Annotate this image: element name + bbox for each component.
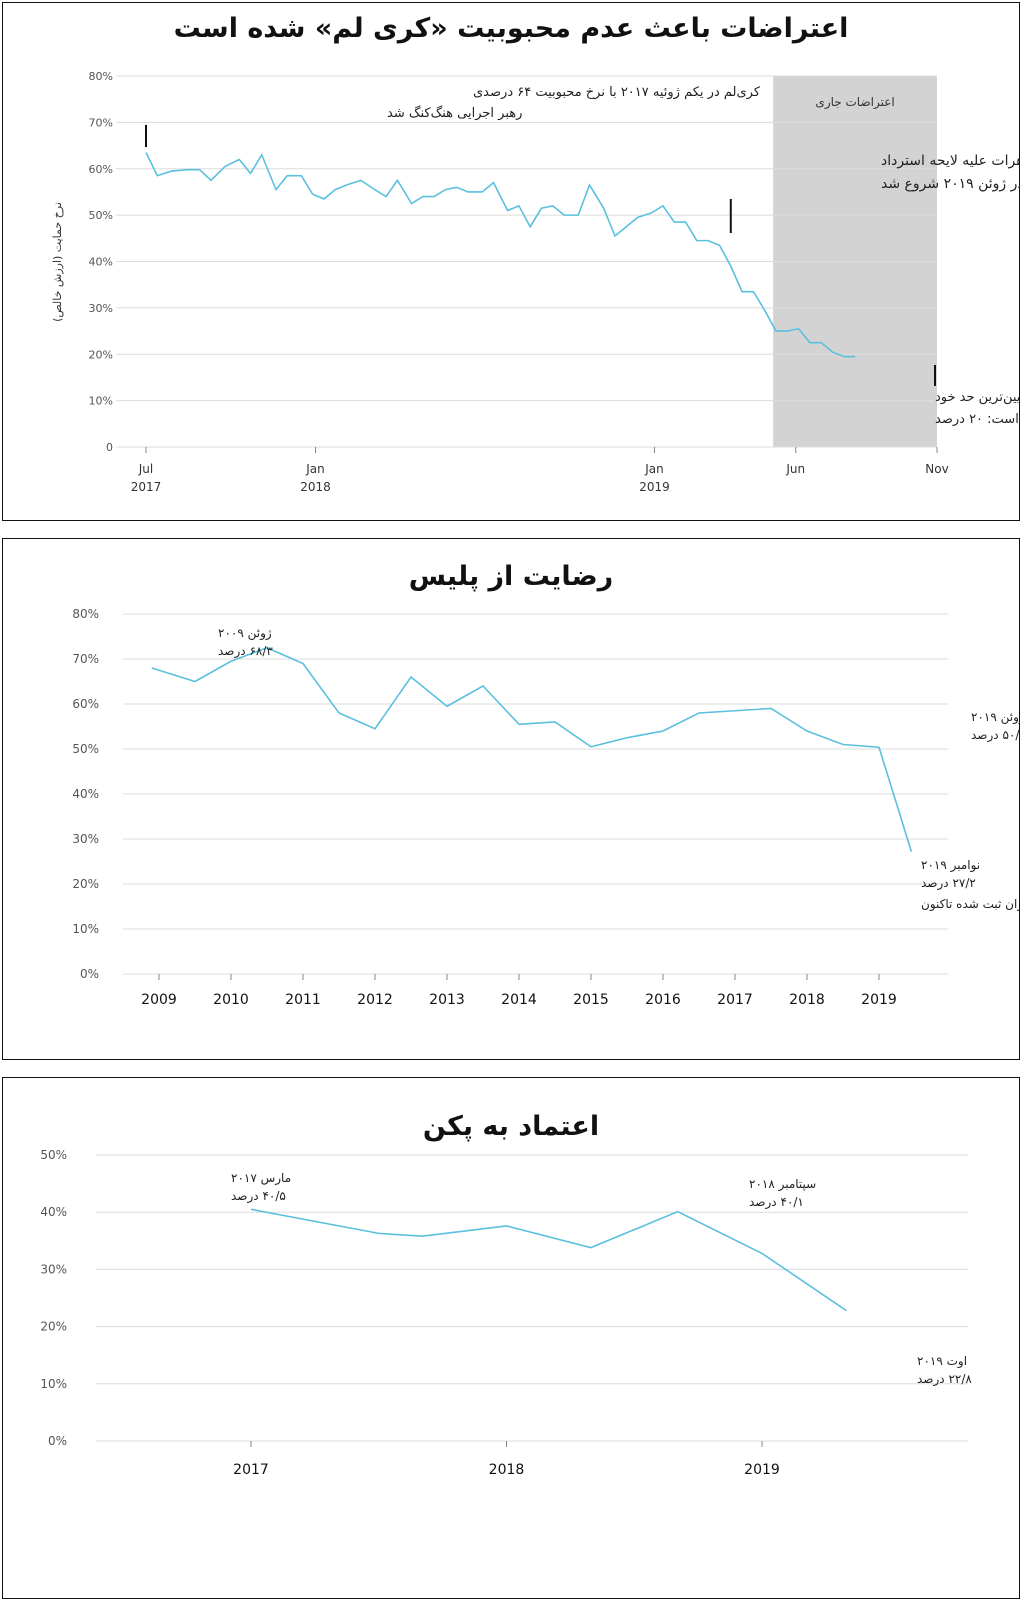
y-axis-label: نرخ حمایت (ارزش خالص) bbox=[51, 202, 64, 322]
y-tick-label: 60% bbox=[72, 697, 99, 711]
approval-chart-panel: اعتراضات باعث عدم محبوبیت «کری لم» شده ا… bbox=[2, 2, 1020, 521]
annotation-text: سپتامبر ۲۰۱۸ bbox=[749, 1177, 816, 1192]
y-tick-label: 40% bbox=[40, 1205, 67, 1219]
chart-title: اعتراضات باعث عدم محبوبیت «کری لم» شده ا… bbox=[173, 13, 849, 44]
y-tick-label: 20% bbox=[72, 877, 99, 891]
x-tick-label: 2016 bbox=[645, 992, 681, 1008]
series-line bbox=[250, 1208, 847, 1312]
annotation-text: ۶۸/۳ درصد bbox=[218, 644, 273, 659]
y-tick-label: 30% bbox=[72, 832, 99, 846]
x-tick-label: 2013 bbox=[429, 992, 465, 1008]
x-tick-label: 2019 bbox=[744, 1462, 780, 1478]
y-tick-label: 30% bbox=[89, 302, 113, 315]
y-tick-label: 50% bbox=[89, 209, 113, 222]
annotation-text: ژوئن ۲۰۱۹ bbox=[971, 710, 1020, 725]
annotation-text: در ژوئن ۲۰۱۹ شروع شد bbox=[881, 176, 1020, 192]
annotation-text: ۵۰/۴ درصد bbox=[971, 728, 1020, 743]
approval-chart: اعتراضات جاری 0 10% 20% 30% 40% 50% 60% 70% 80% نر… bbox=[51, 70, 1020, 494]
series-line bbox=[145, 152, 856, 358]
annotation-text: ۴۰/۵ درصد bbox=[231, 1189, 286, 1204]
annotation-text: در میان تمام رهبران اجرایی رسیده است: ۲۰… bbox=[935, 412, 1020, 427]
x-tick-label: Jun bbox=[785, 462, 805, 476]
chart-title: رضایت از پلیس bbox=[408, 561, 614, 592]
trust-beijing-chart: 0% 10% 20% 30% 40% 50% 2017 2018 2019 مارس ۲۰۱۷ ۴۰… bbox=[40, 1148, 972, 1478]
x-tick-label: 2014 bbox=[501, 992, 537, 1008]
y-tick-label: 0 bbox=[106, 441, 113, 454]
chart-title: اعتماد به پکن bbox=[422, 1111, 600, 1142]
police-satisfaction-chart: 0% 10% 20% 30% 40% 50% 60% 70% 80% 2009 2010 2011 20… bbox=[72, 607, 1020, 1008]
trust-beijing-chart-panel: اعتماد به پکن 0% 10% 20% 30% 40% 50% 2017 2018 2… bbox=[2, 1077, 1020, 1599]
y-tick-label: 20% bbox=[89, 348, 113, 361]
y-tick-label: 80% bbox=[72, 607, 99, 621]
annotation-text: ۲۲/۸ درصد bbox=[917, 1372, 972, 1387]
y-tick-label: 30% bbox=[40, 1262, 67, 1276]
y-tick-label: 10% bbox=[40, 1377, 67, 1391]
x-tick-year: 2018 bbox=[300, 480, 331, 494]
x-tick-year: 2017 bbox=[131, 480, 162, 494]
annotation-text: ۲۷/۲ درصد bbox=[921, 876, 976, 891]
y-tick-label: 70% bbox=[89, 116, 113, 129]
x-tick-label: 2018 bbox=[489, 1462, 525, 1478]
x-tick-label: 2010 bbox=[213, 992, 249, 1008]
y-tick-label: 10% bbox=[72, 922, 99, 936]
y-tick-label: 60% bbox=[89, 163, 113, 176]
annotation-text: مارس ۲۰۱۷ bbox=[231, 1171, 291, 1186]
y-tick-label: 50% bbox=[72, 742, 99, 756]
y-tick-label: 40% bbox=[89, 256, 113, 269]
annotation-text: کمترین میزان ثبت شده تاکنون bbox=[921, 897, 1020, 912]
x-tick-year: 2019 bbox=[639, 480, 670, 494]
annotation-text: تظاهرات علیه لایحه استرداد bbox=[881, 153, 1020, 169]
police-satisfaction-chart-panel: رضایت از پلیس 0% 10% 20% 30% 40% 50% 60% 70% 80%… bbox=[2, 538, 1020, 1060]
annotation-text: ژوئن ۲۰۰۹ bbox=[218, 626, 272, 641]
x-tick-label: 2009 bbox=[141, 992, 177, 1008]
x-tick-label: Jan bbox=[644, 462, 664, 476]
y-tick-label: 80% bbox=[89, 70, 113, 83]
series-line bbox=[151, 646, 913, 852]
annotation-text: نرخ محبوبیت کری‌لم به پایین‌ترین حد خود bbox=[935, 390, 1020, 405]
annotation-text: ۴۰/۱ درصد bbox=[749, 1195, 804, 1210]
annotation-text: کری‌لم در یکم ژوئیه ۲۰۱۷ با نرخ محبوبیت … bbox=[473, 85, 761, 100]
x-tick-label: 2019 bbox=[861, 992, 897, 1008]
annotation-text: رهبر اجرایی هنگ‌کنگ شد bbox=[387, 105, 522, 121]
x-tick-label: 2017 bbox=[233, 1462, 269, 1478]
shaded-region-label: اعتراضات جاری bbox=[815, 95, 894, 110]
x-tick-label: 2017 bbox=[717, 992, 753, 1008]
y-tick-label: 10% bbox=[89, 395, 113, 408]
y-tick-label: 20% bbox=[40, 1320, 67, 1334]
y-tick-label: 0% bbox=[48, 1434, 67, 1448]
y-tick-label: 50% bbox=[40, 1148, 67, 1162]
x-tick-label: 2011 bbox=[285, 992, 321, 1008]
x-tick-label: 2012 bbox=[357, 992, 393, 1008]
x-tick-label: 2018 bbox=[789, 992, 825, 1008]
y-tick-label: 40% bbox=[72, 787, 99, 801]
x-tick-label: Jan bbox=[305, 462, 325, 476]
y-tick-label: 70% bbox=[72, 652, 99, 666]
x-tick-label: 2015 bbox=[573, 992, 609, 1008]
annotation-text: نوامبر ۲۰۱۹ bbox=[921, 858, 980, 873]
x-tick-label: Nov bbox=[925, 462, 948, 476]
x-tick-label: Jul bbox=[138, 462, 153, 476]
annotation-text: اوت ۲۰۱۹ bbox=[917, 1354, 967, 1369]
y-tick-label: 0% bbox=[80, 967, 99, 981]
